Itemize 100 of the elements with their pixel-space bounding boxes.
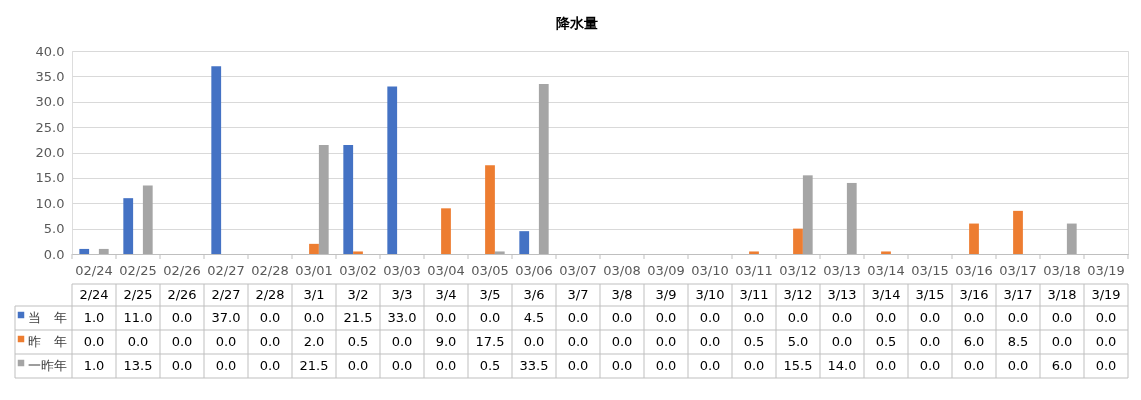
- bar: [485, 165, 495, 254]
- data-label: 0.0: [611, 310, 633, 325]
- bar: [802, 175, 813, 254]
- text: 3/2: [347, 287, 369, 302]
- data-label: 0.5: [347, 334, 369, 349]
- y-tick-label: 35.0: [35, 68, 65, 84]
- x-tick-label: 02/25: [119, 262, 157, 278]
- x-tick-label: 03/17: [999, 262, 1037, 278]
- bar: [519, 231, 530, 254]
- x-tick-label: 03/18: [1043, 262, 1081, 278]
- y-tick-label: 40.0: [35, 43, 65, 59]
- data-label: 0.0: [479, 310, 501, 325]
- x-tick-label: 03/03: [383, 262, 421, 278]
- data-label: 0.0: [171, 334, 193, 349]
- data-label: 0.5: [875, 334, 897, 349]
- data-label: 0.0: [919, 358, 941, 373]
- bar: [793, 228, 803, 254]
- data-label: 0.0: [699, 334, 721, 349]
- chart-title: 降水量: [556, 15, 598, 31]
- data-label: 21.5: [343, 310, 373, 325]
- text: 3/15: [915, 287, 945, 302]
- bar: [387, 86, 398, 254]
- x-tick-label: 03/10: [691, 262, 729, 278]
- x-tick-label: 03/06: [515, 262, 553, 278]
- text: 3/19: [1091, 287, 1121, 302]
- x-tick-label: 03/05: [471, 262, 509, 278]
- text: 3/10: [695, 287, 725, 302]
- data-label: 0.0: [611, 358, 633, 373]
- legend-label: 当 年: [28, 310, 67, 325]
- x-tick-label: 03/15: [911, 262, 949, 278]
- x-tick-label: 03/16: [955, 262, 993, 278]
- x-tick-label: 03/12: [779, 262, 817, 278]
- data-label: 0.0: [259, 310, 281, 325]
- x-tick-label: 02/26: [163, 262, 201, 278]
- data-label: 0.0: [567, 334, 589, 349]
- bar: [142, 185, 153, 254]
- text: 3/9: [655, 287, 677, 302]
- data-label: 0.0: [875, 358, 897, 373]
- text: 3/1: [303, 287, 325, 302]
- y-tick-label: 5.0: [43, 221, 65, 237]
- y-tick-label: 0.0: [43, 246, 65, 262]
- text: 2/26: [167, 287, 197, 302]
- x-tick-label: 03/04: [427, 262, 465, 278]
- data-label: 0.0: [215, 358, 237, 373]
- text: 2/28: [255, 287, 285, 302]
- bar: [1013, 210, 1023, 254]
- data-label: 0.0: [611, 334, 633, 349]
- text: 3/3: [391, 287, 413, 302]
- data-label: 0.0: [259, 334, 281, 349]
- data-label: 0.0: [655, 358, 677, 373]
- bar: [353, 251, 363, 254]
- x-tick-label: 03/07: [559, 262, 597, 278]
- data-label: 0.0: [1095, 334, 1117, 349]
- data-label: 0.0: [1007, 358, 1029, 373]
- legend-label: 昨 年: [28, 334, 67, 349]
- x-tick-label: 02/28: [251, 262, 289, 278]
- text: 3/6: [523, 287, 545, 302]
- data-label: 2.0: [303, 334, 325, 349]
- bar: [538, 83, 549, 254]
- data-label: 0.0: [919, 334, 941, 349]
- data-label: 1.0: [83, 310, 105, 325]
- data-label: 0.0: [1095, 358, 1117, 373]
- data-label: 14.0: [827, 358, 857, 373]
- data-label: 5.0: [787, 334, 809, 349]
- y-tick-label: 15.0: [35, 170, 65, 186]
- data-label: 0.0: [171, 358, 193, 373]
- data-label: 0.0: [171, 310, 193, 325]
- data-label: 0.0: [699, 310, 721, 325]
- x-tick-label: 02/27: [207, 262, 245, 278]
- data-label: 6.0: [963, 334, 985, 349]
- text: 3/18: [1047, 287, 1077, 302]
- data-label: 33.5: [519, 358, 549, 373]
- x-tick-label: 03/13: [823, 262, 861, 278]
- text: 3/4: [435, 287, 457, 302]
- bar: [343, 144, 354, 254]
- x-tick-label: 03/09: [647, 262, 685, 278]
- data-label: 11.0: [123, 310, 153, 325]
- data-label: 0.5: [743, 334, 765, 349]
- text: 2/25: [123, 287, 153, 302]
- data-label: 0.0: [567, 310, 589, 325]
- y-tick-label: 25.0: [35, 119, 65, 135]
- data-label: 0.0: [699, 358, 721, 373]
- data-label: 0.0: [875, 310, 897, 325]
- data-label: 0.0: [787, 310, 809, 325]
- data-label: 0.0: [127, 334, 149, 349]
- data-label: 17.5: [475, 334, 505, 349]
- data-label: 0.0: [391, 334, 413, 349]
- data-label: 15.5: [783, 358, 813, 373]
- data-label: 4.5: [523, 310, 545, 325]
- data-label: 6.0: [1051, 358, 1073, 373]
- data-label: 9.0: [435, 334, 457, 349]
- data-label: 0.0: [523, 334, 545, 349]
- text: 3/16: [959, 287, 989, 302]
- bar: [309, 243, 319, 254]
- bar: [318, 144, 329, 254]
- bar: [1066, 223, 1077, 254]
- data-label: 0.0: [259, 358, 281, 373]
- bar: [123, 198, 134, 254]
- x-tick-label: 03/14: [867, 262, 905, 278]
- bar: [969, 223, 979, 254]
